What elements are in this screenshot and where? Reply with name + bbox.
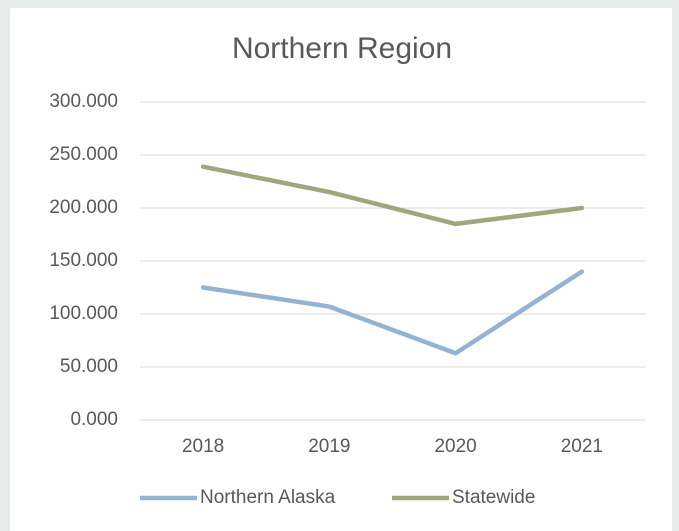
legend-label: Statewide <box>452 487 535 508</box>
chart-title: Northern Region <box>232 32 452 65</box>
y-tick-label: 250.000 <box>49 144 118 165</box>
x-tick-label: 2019 <box>308 436 350 457</box>
y-tick-label: 150.000 <box>49 250 118 271</box>
y-tick-label: 100.000 <box>49 303 118 324</box>
y-tick-label: 300.000 <box>49 91 118 112</box>
y-tick-label: 200.000 <box>49 197 118 218</box>
line-series <box>200 164 585 227</box>
chart-area <box>10 8 672 531</box>
x-tick-label: 2020 <box>434 436 476 457</box>
line-series <box>200 269 585 356</box>
x-tick-label: 2021 <box>561 436 603 457</box>
legend-label: Northern Alaska <box>200 487 336 508</box>
y-tick-label: 0.000 <box>70 409 118 430</box>
x-tick-label: 2018 <box>182 436 224 457</box>
y-tick-label: 50.000 <box>60 356 118 377</box>
